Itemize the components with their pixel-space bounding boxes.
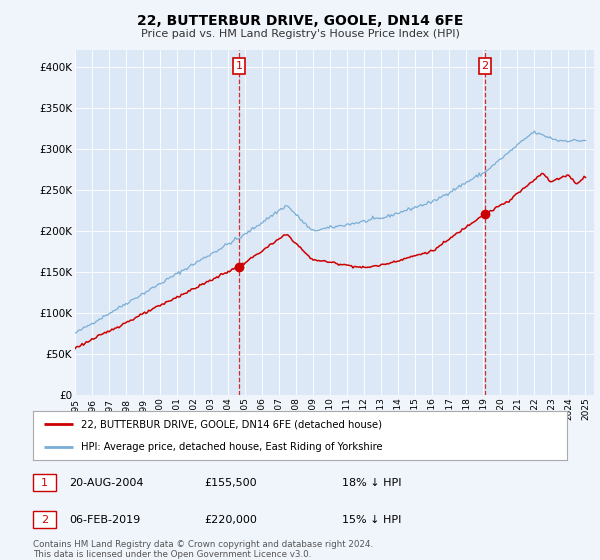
Text: 1: 1 bbox=[236, 60, 242, 71]
Text: 1: 1 bbox=[41, 478, 48, 488]
Text: 2: 2 bbox=[41, 515, 48, 525]
Text: 20-AUG-2004: 20-AUG-2004 bbox=[69, 478, 143, 488]
Text: Price paid vs. HM Land Registry's House Price Index (HPI): Price paid vs. HM Land Registry's House … bbox=[140, 29, 460, 39]
Text: 15% ↓ HPI: 15% ↓ HPI bbox=[342, 515, 401, 525]
Text: 22, BUTTERBUR DRIVE, GOOLE, DN14 6FE: 22, BUTTERBUR DRIVE, GOOLE, DN14 6FE bbox=[137, 14, 463, 28]
Text: 22, BUTTERBUR DRIVE, GOOLE, DN14 6FE (detached house): 22, BUTTERBUR DRIVE, GOOLE, DN14 6FE (de… bbox=[81, 419, 382, 430]
Text: HPI: Average price, detached house, East Riding of Yorkshire: HPI: Average price, detached house, East… bbox=[81, 442, 383, 452]
Text: Contains HM Land Registry data © Crown copyright and database right 2024.
This d: Contains HM Land Registry data © Crown c… bbox=[33, 540, 373, 559]
Text: 2: 2 bbox=[481, 60, 488, 71]
Text: £155,500: £155,500 bbox=[204, 478, 257, 488]
Text: 06-FEB-2019: 06-FEB-2019 bbox=[69, 515, 140, 525]
Text: £220,000: £220,000 bbox=[204, 515, 257, 525]
Text: 18% ↓ HPI: 18% ↓ HPI bbox=[342, 478, 401, 488]
